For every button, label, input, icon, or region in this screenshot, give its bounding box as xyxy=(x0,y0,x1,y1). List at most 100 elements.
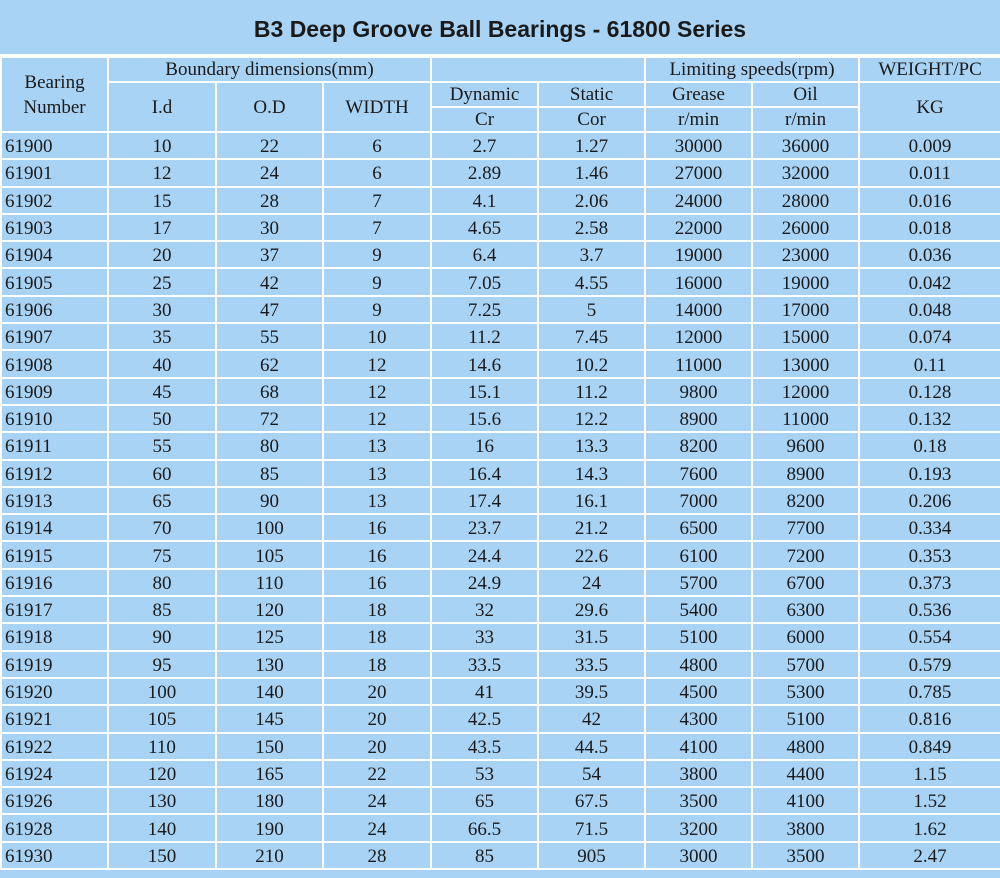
table-cell: 4100 xyxy=(751,786,861,816)
table-cell: 11.2 xyxy=(537,376,647,406)
header-cell: KG xyxy=(858,81,1000,133)
table-cell: 3200 xyxy=(644,813,754,843)
table-cell: 0.042 xyxy=(858,267,1000,297)
table-cell: 30 xyxy=(215,212,324,243)
header-cell: Oil xyxy=(751,81,861,108)
table-row: 61902 15 28 7 4.1 2.06 24000 28000 0.016 xyxy=(0,185,1000,215)
table-row: 61918 90 125 18 33 31.5 5100 6000 0.554 xyxy=(0,622,1000,652)
empty-cell xyxy=(430,56,647,83)
table-body: 61900 10 22 6 2.7 1.27 30000 36000 0.009 61901 12 2… xyxy=(0,130,1000,871)
table-cell: 190 xyxy=(215,813,324,843)
table-cell: 15.6 xyxy=(430,403,540,434)
table-row: 61916 80 110 16 24.9 24 5700 6700 0.373 xyxy=(0,567,1000,598)
table-cell: 26000 xyxy=(751,212,861,243)
table-cell: 11000 xyxy=(751,403,861,434)
table-cell: 25 xyxy=(107,267,217,297)
table-row: 61905 25 42 9 7.05 4.55 16000 19000 0.042 xyxy=(0,267,1000,297)
header-cell: Grease xyxy=(644,81,754,108)
table-cell: 16 xyxy=(321,540,433,570)
bearing-number: 61922 xyxy=(0,731,109,761)
table-cell: 12 xyxy=(321,376,433,406)
table-cell: 17 xyxy=(107,212,217,243)
table-cell: 9600 xyxy=(751,431,861,461)
table-cell: 22000 xyxy=(644,212,754,243)
table-cell: 19000 xyxy=(644,240,754,270)
table-cell: 14.3 xyxy=(537,458,647,488)
title: B3 Deep Groove Ball Bearings - 61800 Ser… xyxy=(0,0,1000,56)
table-cell: 80 xyxy=(107,567,217,598)
table-cell: 125 xyxy=(215,622,324,652)
table-cell: 4300 xyxy=(644,704,754,734)
table-cell: 110 xyxy=(215,567,324,598)
table-cell: 7000 xyxy=(644,485,754,516)
table-cell: 0.554 xyxy=(858,622,1000,652)
bearing-number: 61914 xyxy=(0,513,109,543)
table-cell: 23000 xyxy=(751,240,861,270)
table-cell: 10 xyxy=(321,322,433,352)
table-cell: 8900 xyxy=(751,458,861,488)
table-row: 61908 40 62 12 14.6 10.2 11000 13000 0.11 xyxy=(0,349,1000,379)
table-cell: 5700 xyxy=(644,567,754,598)
table-cell: 85 xyxy=(107,595,217,625)
table-cell: 22 xyxy=(215,130,324,161)
table-cell: 12 xyxy=(321,403,433,434)
table-cell: 905 xyxy=(537,840,647,871)
table-cell: 0.373 xyxy=(858,567,1000,598)
table-cell: 68 xyxy=(215,376,324,406)
table-cell: 33.5 xyxy=(537,649,647,679)
table-cell: 6500 xyxy=(644,513,754,543)
table-cell: 130 xyxy=(215,649,324,679)
table-cell: 54 xyxy=(537,758,647,789)
table-cell: 16.4 xyxy=(430,458,540,488)
table-row: 61915 75 105 16 24.4 22.6 6100 7200 0.353 xyxy=(0,540,1000,570)
table-cell: 85 xyxy=(215,458,324,488)
table-cell: 7.45 xyxy=(537,322,647,352)
table-row: 61906 30 47 9 7.25 5 14000 17000 0.048 xyxy=(0,294,1000,325)
table-cell: 5700 xyxy=(751,649,861,679)
table-cell: 22 xyxy=(321,758,433,789)
table-cell: 0.048 xyxy=(858,294,1000,325)
table-cell: 60 xyxy=(107,458,217,488)
table-cell: 8900 xyxy=(644,403,754,434)
table-cell: 7700 xyxy=(751,513,861,543)
table-cell: 140 xyxy=(215,676,324,707)
table-row: 61904 20 37 9 6.4 3.7 19000 23000 0.036 xyxy=(0,240,1000,270)
table-cell: 0.785 xyxy=(858,676,1000,707)
table-cell: 6.4 xyxy=(430,240,540,270)
table-cell: 24 xyxy=(321,786,433,816)
table-cell: 22.6 xyxy=(537,540,647,570)
table-row: 61911 55 80 13 16 13.3 8200 9600 0.18 xyxy=(0,431,1000,461)
table-cell: 0.011 xyxy=(858,158,1000,188)
table-cell: 120 xyxy=(107,758,217,789)
table-cell: 72 xyxy=(215,403,324,434)
table-cell: 3.7 xyxy=(537,240,647,270)
header-cell: Cr xyxy=(430,106,540,133)
table-cell: 5300 xyxy=(751,676,861,707)
table-cell: 3500 xyxy=(751,840,861,871)
table-cell: 13.3 xyxy=(537,431,647,461)
table-cell: 66.5 xyxy=(430,813,540,843)
table-cell: 0.536 xyxy=(858,595,1000,625)
header-cell: Static xyxy=(537,81,647,108)
table-cell: 7 xyxy=(321,212,433,243)
table-cell: 11000 xyxy=(644,349,754,379)
table-row: 61903 17 30 7 4.65 2.58 22000 26000 0.018 xyxy=(0,212,1000,243)
table-cell: 120 xyxy=(215,595,324,625)
table-cell: 0.353 xyxy=(858,540,1000,570)
table-cell: 43.5 xyxy=(430,731,540,761)
table-cell: 18 xyxy=(321,649,433,679)
table-cell: 35 xyxy=(107,322,217,352)
table-row: 61914 70 100 16 23.7 21.2 6500 7700 0.334 xyxy=(0,513,1000,543)
table-row: 61907 35 55 10 11.2 7.45 12000 15000 0.074 xyxy=(0,322,1000,352)
table-cell: 12000 xyxy=(751,376,861,406)
header-cell: Bearing Number xyxy=(0,56,109,133)
table-row: 61926 130 180 24 65 67.5 3500 4100 1.52 xyxy=(0,786,1000,816)
bearing-number: 61904 xyxy=(0,240,109,270)
bearing-number: 61910 xyxy=(0,403,109,434)
table-cell: 50 xyxy=(107,403,217,434)
bearing-number: 61920 xyxy=(0,676,109,707)
table-cell: 145 xyxy=(215,704,324,734)
bearing-number: 61908 xyxy=(0,349,109,379)
table-cell: 7.25 xyxy=(430,294,540,325)
